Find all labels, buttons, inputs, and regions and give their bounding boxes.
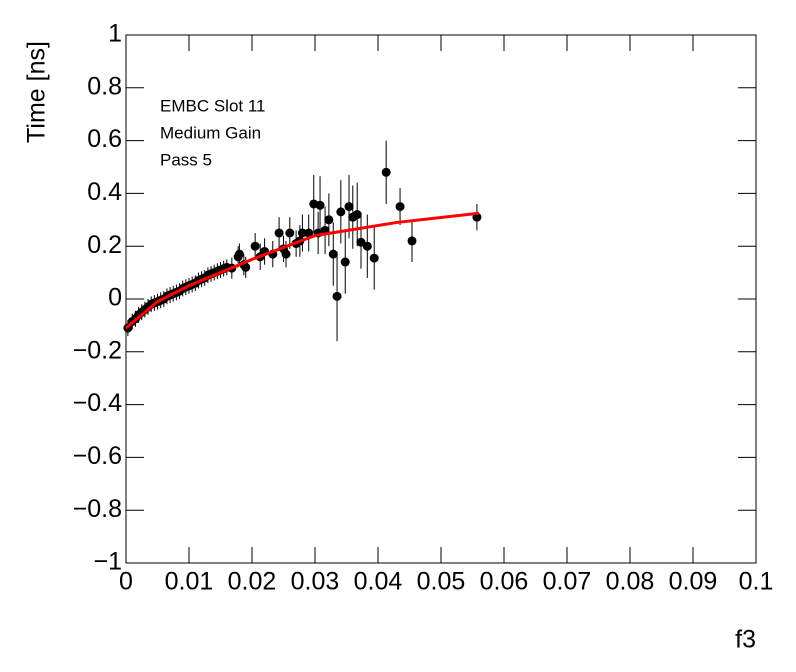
data-point <box>407 236 417 246</box>
annotation: EMBC Slot 11 <box>160 96 266 115</box>
x-tick-label: 0.04 <box>354 568 403 596</box>
data-point <box>324 215 334 225</box>
data-point <box>395 202 405 212</box>
x-tick-label: 0.05 <box>417 568 466 596</box>
y-tick-label: 0.2 <box>87 231 122 259</box>
data-point <box>281 249 291 259</box>
x-tick-label: 0.01 <box>165 568 214 596</box>
x-tick-label: 0.09 <box>669 568 718 596</box>
x-tick-label: 0.07 <box>543 568 592 596</box>
annotation: Medium Gain <box>160 123 261 142</box>
x-tick-label: 0.06 <box>480 568 529 596</box>
y-tick-label: −0.4 <box>73 389 122 417</box>
data-point <box>304 228 314 238</box>
y-tick-label: −0.2 <box>73 336 122 364</box>
y-tick-label: 0.8 <box>87 72 122 100</box>
data-point <box>340 257 350 267</box>
data-point <box>285 228 295 238</box>
data-point <box>352 210 362 220</box>
data-point <box>315 200 325 210</box>
y-tick-label: 0.6 <box>87 125 122 153</box>
y-tick-label: 0.4 <box>87 178 122 206</box>
y-tick-label: 0 <box>108 284 122 312</box>
y-tick-label: −1 <box>93 548 122 576</box>
data-point <box>234 249 244 259</box>
y-tick-label: 1 <box>108 20 122 48</box>
y-axis-label: Time [ns] <box>23 41 51 143</box>
y-tick-label: −0.6 <box>73 442 122 470</box>
x-tick-label: 0.02 <box>228 568 277 596</box>
data-point <box>362 241 372 251</box>
annotation: Pass 5 <box>160 150 212 169</box>
data-point <box>250 241 260 251</box>
x-tick-label: 0.03 <box>291 568 340 596</box>
data-point <box>274 228 284 238</box>
fit-line <box>125 211 479 330</box>
y-tick-label: −0.8 <box>73 495 122 523</box>
data-point <box>369 253 379 263</box>
data-point <box>381 167 391 177</box>
data-point <box>297 228 307 238</box>
x-tick-label: 0.08 <box>606 568 655 596</box>
x-tick-label: 0 <box>119 568 133 596</box>
data-point <box>344 202 354 212</box>
data-point <box>336 207 346 217</box>
data-point <box>332 291 342 301</box>
x-tick-label: 0.1 <box>739 568 774 596</box>
data-point <box>241 262 251 272</box>
data-point <box>328 249 338 259</box>
x-axis-label: f3 <box>735 626 756 654</box>
